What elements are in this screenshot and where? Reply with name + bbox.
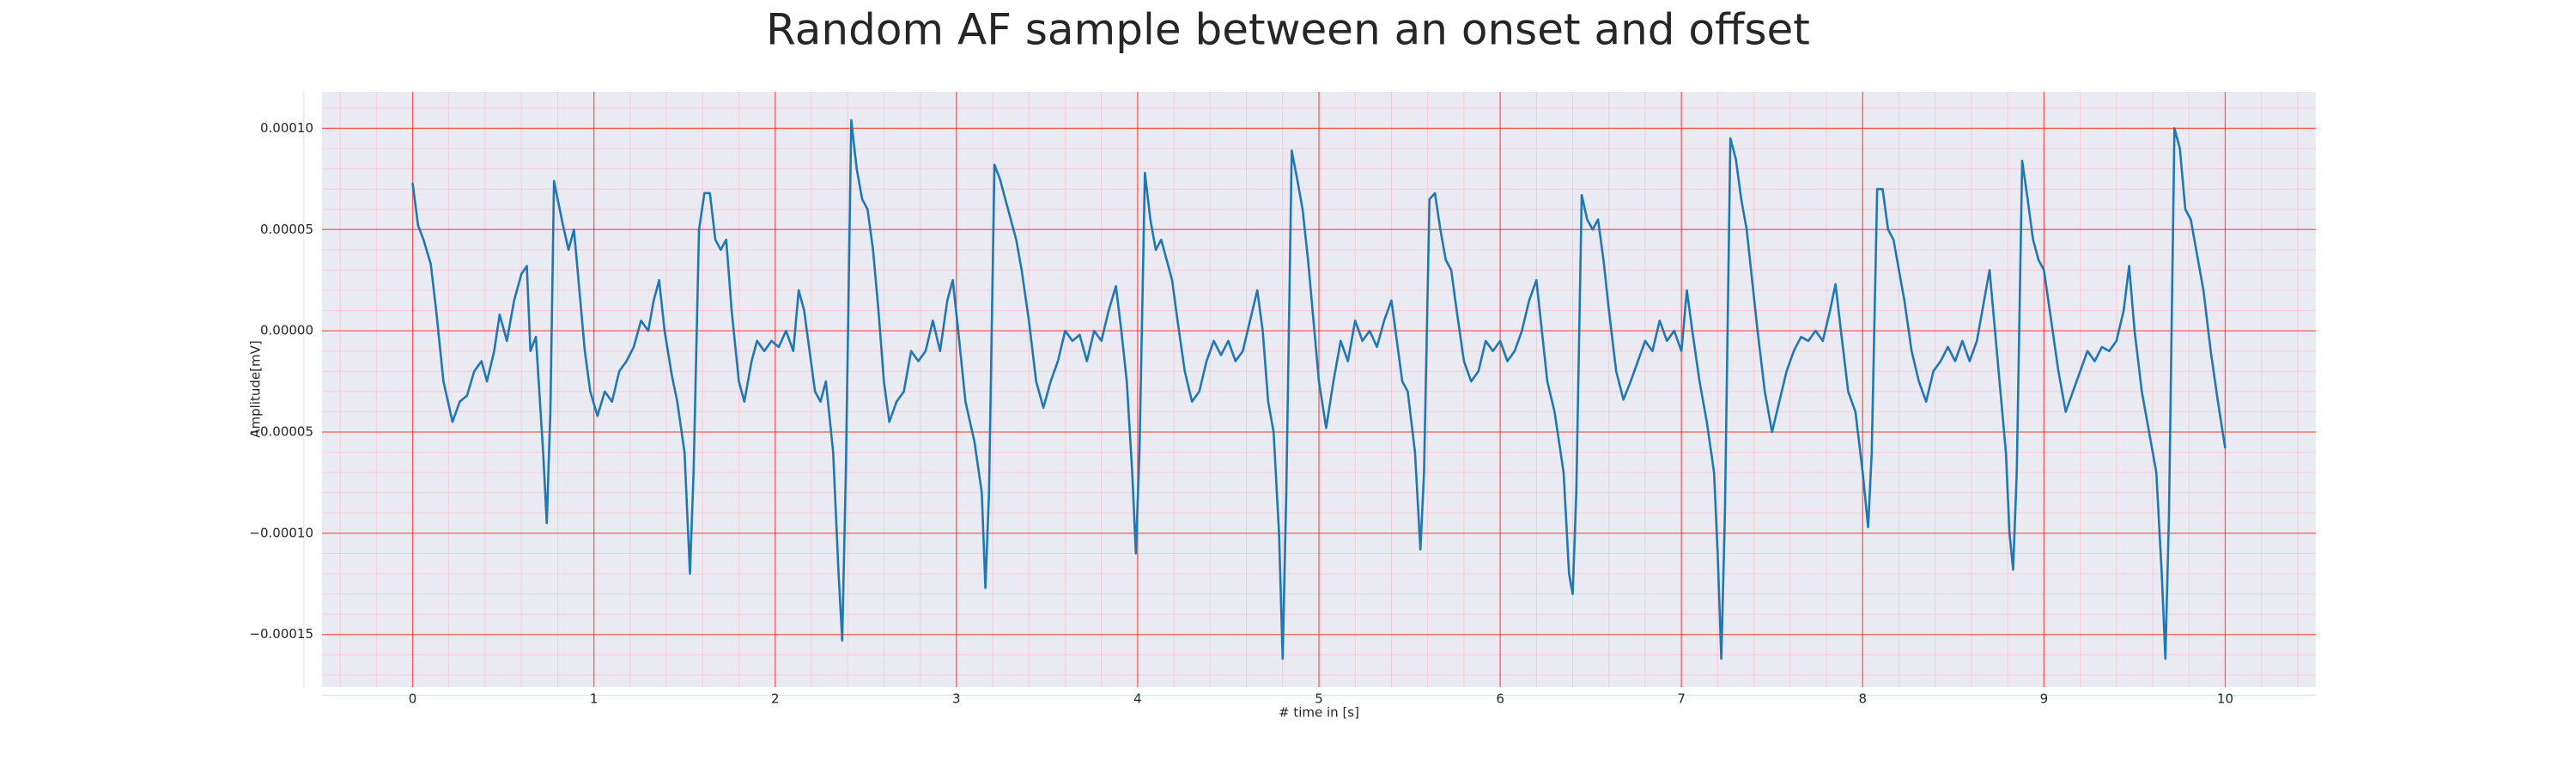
x-tick-label: 3 (952, 691, 961, 707)
y-tick-label: 0.00005 (260, 222, 313, 237)
y-axis-label: Amplitude[mV] (248, 340, 264, 437)
x-tick-label: 2 (771, 691, 780, 707)
x-tick-label: 4 (1133, 691, 1142, 707)
signal-line (411, 119, 2227, 660)
x-tick-label: 10 (2217, 691, 2233, 707)
y-tick-label: 0.00010 (260, 120, 313, 136)
y-tick-label: −0.00015 (249, 626, 313, 642)
x-tick-label: 0 (409, 691, 417, 707)
x-tick-label: 5 (1315, 691, 1323, 707)
y-tick-label: −0.00010 (249, 525, 313, 540)
x-tick-label: 9 (2040, 691, 2049, 707)
y-tick-label: 0.00000 (260, 323, 313, 338)
chart-title: Random AF sample between an onset and of… (766, 5, 1810, 55)
x-tick-label: 1 (590, 691, 598, 707)
x-axis-label: # time in [s] (1279, 705, 1359, 721)
y-tick-label: −0.00005 (249, 424, 313, 440)
x-tick-label: 6 (1496, 691, 1504, 707)
x-tick-label: 7 (1677, 691, 1686, 707)
x-tick-label: 8 (1858, 691, 1867, 707)
major-grid (322, 92, 2316, 687)
